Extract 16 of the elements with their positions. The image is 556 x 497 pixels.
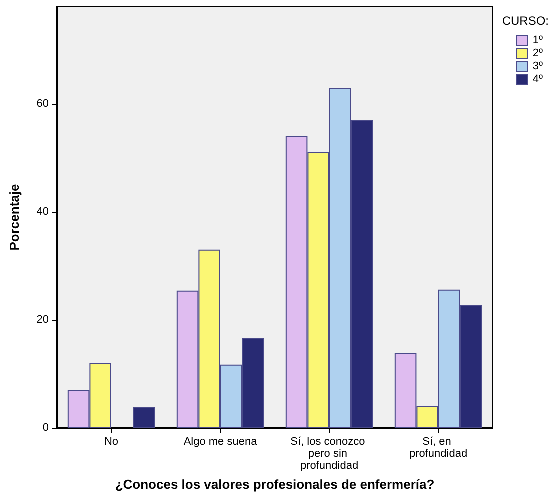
legend-label: 4º [532, 74, 544, 86]
bar [133, 407, 156, 428]
x-tick-label: No [104, 436, 119, 448]
legend-label: 2º [532, 48, 544, 60]
x-tick-label: Sí, en profundidad [409, 436, 468, 460]
y-tick-label: 40 [36, 206, 49, 218]
x-tick-label: Sí, los conozco pero sin profundidad [290, 436, 368, 472]
y-tick-label: 20 [36, 314, 49, 326]
x-axis-title: ¿Conoces los valores profesionales de enfermería? [115, 477, 435, 492]
y-tick-label: 60 [36, 98, 49, 110]
x-tick-label: Algo me suena [184, 436, 258, 448]
legend-title: CURSO: [502, 14, 549, 28]
legend-label: 1º [532, 34, 544, 46]
y-axis-title: Porcentaje [7, 184, 22, 251]
y-tick-label: 0 [42, 422, 49, 434]
legend-label: 3º [532, 60, 544, 72]
